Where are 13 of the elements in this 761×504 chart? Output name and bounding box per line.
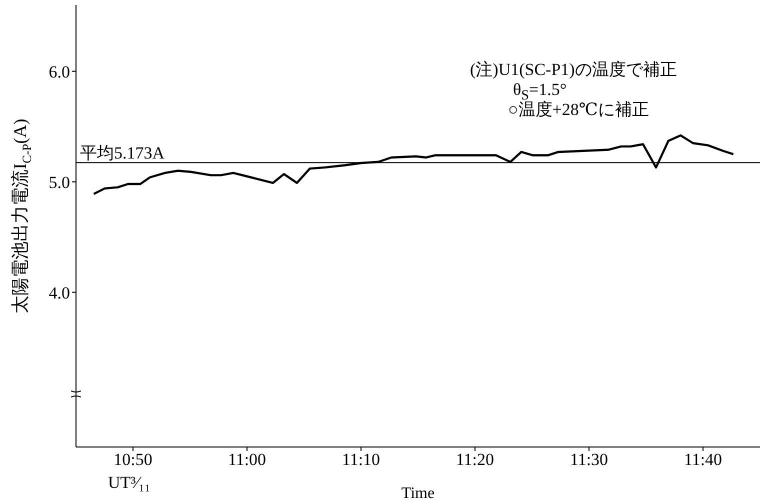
ref-line-label: 平均5.173A — [80, 144, 166, 163]
x-tick-label: 11:30 — [570, 450, 608, 470]
x-tick-label: 11:10 — [342, 450, 380, 470]
text: UT³⁄₁₁ — [108, 473, 150, 493]
y-tick-label: 4.0 — [48, 283, 70, 302]
x-tick-label: 11:40 — [684, 450, 722, 470]
x-tick-label: 11:20 — [456, 450, 494, 470]
y-tick-label: 5.0 — [48, 172, 70, 192]
x-axis-title: Time — [401, 485, 435, 502]
y-tick-label: 6.0 — [48, 62, 70, 82]
x-tick-label: 10:50 — [114, 450, 152, 470]
annotation: (注)U1(SC-P1)の温度で補正 — [470, 59, 677, 81]
x-tick-label: 11:00 — [228, 450, 266, 470]
